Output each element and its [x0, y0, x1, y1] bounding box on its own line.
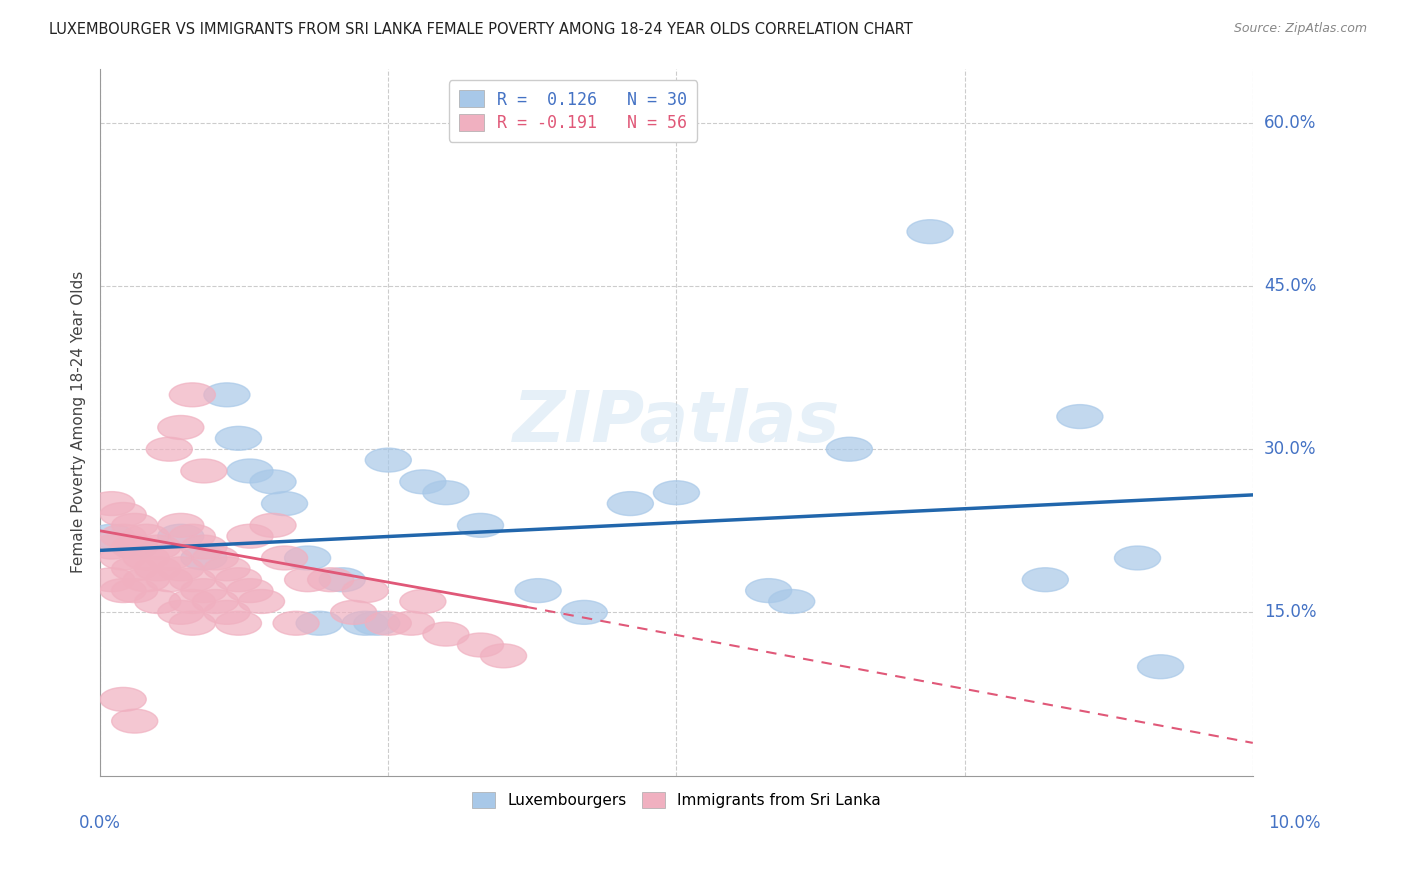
- Ellipse shape: [423, 481, 470, 505]
- Ellipse shape: [907, 219, 953, 244]
- Ellipse shape: [181, 535, 226, 559]
- Ellipse shape: [157, 514, 204, 537]
- Ellipse shape: [250, 514, 297, 537]
- Ellipse shape: [100, 524, 146, 549]
- Ellipse shape: [100, 579, 146, 603]
- Ellipse shape: [515, 579, 561, 603]
- Ellipse shape: [399, 590, 446, 614]
- Ellipse shape: [215, 568, 262, 591]
- Text: 45.0%: 45.0%: [1264, 277, 1316, 295]
- Ellipse shape: [330, 600, 377, 624]
- Ellipse shape: [157, 557, 204, 581]
- Text: Source: ZipAtlas.com: Source: ZipAtlas.com: [1233, 22, 1367, 36]
- Ellipse shape: [193, 590, 239, 614]
- Ellipse shape: [745, 579, 792, 603]
- Ellipse shape: [827, 437, 872, 461]
- Ellipse shape: [273, 611, 319, 635]
- Ellipse shape: [111, 579, 157, 603]
- Ellipse shape: [181, 579, 226, 603]
- Ellipse shape: [388, 611, 434, 635]
- Ellipse shape: [169, 383, 215, 407]
- Ellipse shape: [250, 470, 297, 494]
- Ellipse shape: [100, 688, 146, 711]
- Ellipse shape: [135, 535, 181, 559]
- Ellipse shape: [157, 524, 204, 549]
- Ellipse shape: [146, 437, 193, 461]
- Ellipse shape: [169, 590, 215, 614]
- Ellipse shape: [215, 426, 262, 450]
- Ellipse shape: [111, 557, 157, 581]
- Ellipse shape: [135, 590, 181, 614]
- Ellipse shape: [654, 481, 700, 505]
- Ellipse shape: [239, 590, 284, 614]
- Ellipse shape: [181, 459, 226, 483]
- Text: 15.0%: 15.0%: [1264, 603, 1316, 622]
- Ellipse shape: [561, 600, 607, 624]
- Ellipse shape: [308, 568, 354, 591]
- Ellipse shape: [135, 557, 181, 581]
- Ellipse shape: [366, 611, 412, 635]
- Ellipse shape: [226, 524, 273, 549]
- Ellipse shape: [262, 491, 308, 516]
- Ellipse shape: [1137, 655, 1184, 679]
- Ellipse shape: [1115, 546, 1160, 570]
- Ellipse shape: [457, 633, 503, 657]
- Ellipse shape: [284, 568, 330, 591]
- Ellipse shape: [89, 524, 135, 549]
- Ellipse shape: [366, 448, 412, 472]
- Legend: Luxembourgers, Immigrants from Sri Lanka: Luxembourgers, Immigrants from Sri Lanka: [463, 783, 890, 817]
- Ellipse shape: [215, 611, 262, 635]
- Ellipse shape: [146, 546, 193, 570]
- Ellipse shape: [111, 535, 157, 559]
- Ellipse shape: [204, 383, 250, 407]
- Ellipse shape: [226, 579, 273, 603]
- Ellipse shape: [157, 600, 204, 624]
- Ellipse shape: [100, 502, 146, 526]
- Ellipse shape: [89, 491, 135, 516]
- Ellipse shape: [181, 546, 226, 570]
- Ellipse shape: [204, 557, 250, 581]
- Ellipse shape: [262, 546, 308, 570]
- Ellipse shape: [319, 568, 366, 591]
- Text: LUXEMBOURGER VS IMMIGRANTS FROM SRI LANKA FEMALE POVERTY AMONG 18-24 YEAR OLDS C: LUXEMBOURGER VS IMMIGRANTS FROM SRI LANK…: [49, 22, 912, 37]
- Text: 30.0%: 30.0%: [1264, 441, 1316, 458]
- Ellipse shape: [607, 491, 654, 516]
- Ellipse shape: [457, 514, 503, 537]
- Ellipse shape: [169, 524, 215, 549]
- Ellipse shape: [342, 611, 388, 635]
- Ellipse shape: [193, 546, 239, 570]
- Ellipse shape: [342, 579, 388, 603]
- Ellipse shape: [423, 622, 470, 646]
- Text: 10.0%: 10.0%: [1268, 814, 1320, 832]
- Ellipse shape: [124, 568, 169, 591]
- Ellipse shape: [204, 600, 250, 624]
- Ellipse shape: [1057, 405, 1102, 428]
- Ellipse shape: [1022, 568, 1069, 591]
- Ellipse shape: [111, 514, 157, 537]
- Ellipse shape: [124, 546, 169, 570]
- Ellipse shape: [769, 590, 814, 614]
- Ellipse shape: [354, 611, 399, 635]
- Ellipse shape: [111, 709, 157, 733]
- Ellipse shape: [124, 524, 169, 549]
- Ellipse shape: [481, 644, 527, 668]
- Text: 0.0%: 0.0%: [79, 814, 121, 832]
- Ellipse shape: [146, 568, 193, 591]
- Ellipse shape: [297, 611, 342, 635]
- Ellipse shape: [111, 535, 157, 559]
- Ellipse shape: [169, 611, 215, 635]
- Ellipse shape: [100, 546, 146, 570]
- Ellipse shape: [157, 416, 204, 440]
- Ellipse shape: [169, 568, 215, 591]
- Ellipse shape: [399, 470, 446, 494]
- Ellipse shape: [89, 535, 135, 559]
- Ellipse shape: [284, 546, 330, 570]
- Y-axis label: Female Poverty Among 18-24 Year Olds: Female Poverty Among 18-24 Year Olds: [72, 271, 86, 574]
- Ellipse shape: [89, 568, 135, 591]
- Text: 60.0%: 60.0%: [1264, 114, 1316, 132]
- Ellipse shape: [226, 459, 273, 483]
- Text: ZIPatlas: ZIPatlas: [513, 387, 841, 457]
